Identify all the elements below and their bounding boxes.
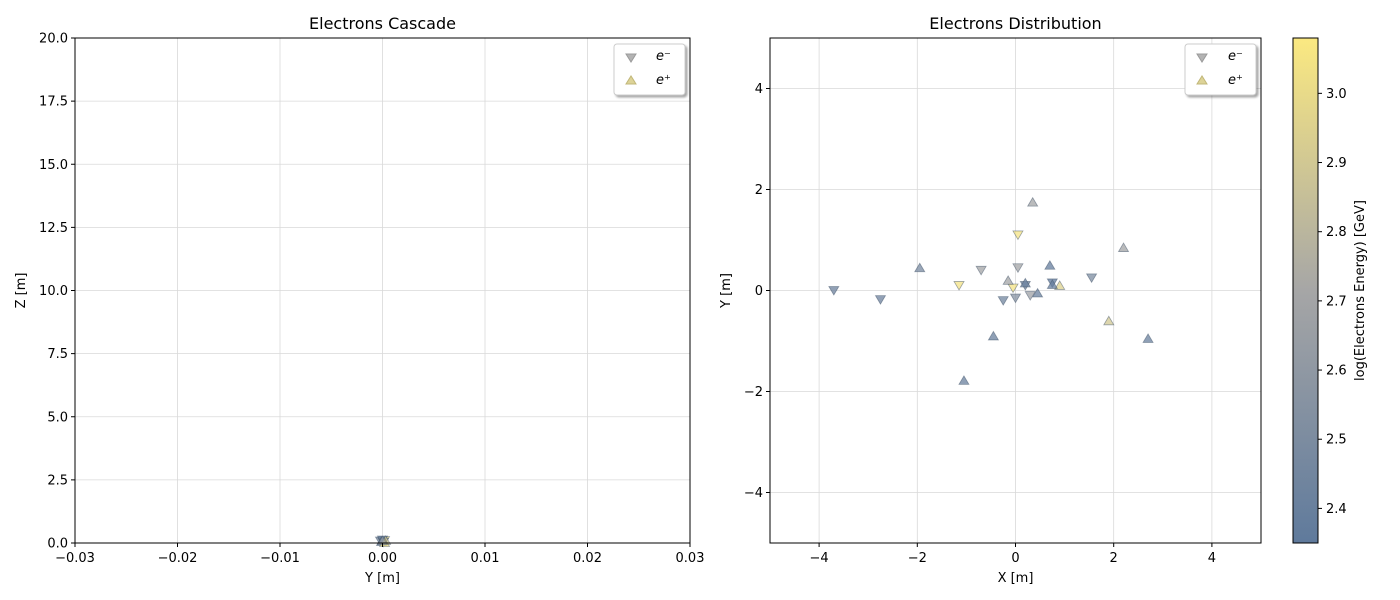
distribution-positron-point xyxy=(1002,275,1014,285)
cascade-y-tick-label: 0.0 xyxy=(47,537,68,552)
distribution-positron-point xyxy=(1031,287,1044,298)
distribution-title: Electrons Distribution xyxy=(929,14,1101,33)
cascade-y-tick-label: 5.0 xyxy=(47,410,68,425)
distribution-legend-positron: e⁺ xyxy=(1228,73,1243,88)
colorbar-tick-label: 2.5 xyxy=(1326,433,1347,448)
distribution-electron-point xyxy=(874,295,887,305)
distribution-chart: Electrons Distribution −4 −2 0 2 4 −4 −2 0 2 4 X … xyxy=(719,14,1368,586)
colorbar-label: log(Electrons Energy) [GeV] xyxy=(1353,200,1368,381)
cascade-y-tick-label: 10.0 xyxy=(39,284,68,299)
colorbar-gradient xyxy=(1292,37,1319,544)
distribution-y-tick-label: 0 xyxy=(755,284,763,299)
distribution-electron-point xyxy=(975,265,987,276)
colorbar-tick-label: 2.4 xyxy=(1326,502,1347,517)
distribution-y-tick-label: −2 xyxy=(744,385,763,400)
cascade-x-tick-label: 0.02 xyxy=(573,551,602,566)
colorbar-tick-label: 2.8 xyxy=(1326,225,1347,240)
triangle-down-icon xyxy=(1196,53,1208,63)
cascade-x-tick-label: −0.03 xyxy=(55,551,95,566)
distribution-x-tick-label: 2 xyxy=(1110,551,1118,566)
triangle-up-icon xyxy=(1196,75,1208,85)
distribution-x-tick-label: 4 xyxy=(1208,551,1216,566)
cascade-legend: e⁻ e⁺ xyxy=(613,43,686,96)
colorbar-tick-label: 2.9 xyxy=(1326,156,1347,171)
cascade-chart: Electrons Cascade −0.03 −0.02 −0.01 0.00 0.0… xyxy=(14,14,704,586)
triangle-down-icon xyxy=(625,53,637,63)
cascade-y-tick-label: 15.0 xyxy=(39,158,68,173)
distribution-electron-point xyxy=(1085,273,1098,284)
cascade-y-tick-label: 12.5 xyxy=(39,221,68,236)
distribution-positron-point xyxy=(1044,259,1056,270)
cascade-x-tick-label: −0.02 xyxy=(158,551,198,566)
distribution-positron-point xyxy=(1026,196,1039,207)
distribution-ylabel: Y [m] xyxy=(719,273,734,309)
distribution-positron-point xyxy=(1103,315,1115,326)
distribution-y-tick-label: −4 xyxy=(744,486,763,501)
distribution-y-tick-label: 4 xyxy=(755,82,763,97)
distribution-positron-point xyxy=(1117,242,1130,252)
distribution-electron-point xyxy=(1024,291,1036,301)
cascade-xlabel: Y [m] xyxy=(364,571,400,586)
cascade-x-tick-label: 0.00 xyxy=(368,551,397,566)
distribution-x-tick-label: −4 xyxy=(810,551,829,566)
cascade-legend-positron: e⁺ xyxy=(656,73,671,88)
distribution-legend-electron: e⁻ xyxy=(1228,49,1243,64)
colorbar: 2.4 2.5 2.6 2.7 2.8 2.9 3.0 log(Electrons Ener… xyxy=(1292,37,1368,544)
distribution-electron-point xyxy=(953,281,965,291)
triangle-up-icon xyxy=(625,75,637,85)
distribution-positron-point xyxy=(914,262,926,273)
cascade-y-tick-label: 7.5 xyxy=(47,347,68,362)
distribution-x-tick-label: −2 xyxy=(908,551,927,566)
cascade-x-tick-label: 0.01 xyxy=(471,551,500,566)
cascade-x-tick-label: −0.01 xyxy=(260,551,300,566)
distribution-y-tick-label: 2 xyxy=(755,183,763,198)
cascade-x-tick-label: 0.03 xyxy=(676,551,705,566)
cascade-y-tick-label: 17.5 xyxy=(39,95,68,110)
distribution-electron-point xyxy=(1009,293,1022,304)
cascade-legend-electron: e⁻ xyxy=(656,49,671,64)
distribution-legend: e⁻ e⁺ xyxy=(1184,43,1257,96)
distribution-positron-point xyxy=(1142,333,1154,343)
cascade-title: Electrons Cascade xyxy=(309,14,456,33)
distribution-positron-point xyxy=(987,330,1000,341)
colorbar-tick-label: 3.0 xyxy=(1326,87,1347,102)
distribution-positron-point xyxy=(1046,279,1059,289)
distribution-electron-point xyxy=(1007,283,1019,294)
distribution-positron-point xyxy=(958,375,970,385)
colorbar-tick-label: 2.6 xyxy=(1326,364,1347,379)
distribution-electron-point xyxy=(997,296,1009,306)
cascade-y-tick-label: 2.5 xyxy=(47,473,68,488)
cascade-ylabel: Z [m] xyxy=(14,273,29,309)
distribution-positron-point xyxy=(1053,280,1066,290)
distribution-electron-point xyxy=(1012,263,1024,274)
colorbar-tick-label: 2.7 xyxy=(1326,294,1347,309)
distribution-xlabel: X [m] xyxy=(998,571,1034,586)
distribution-electron-point xyxy=(1012,230,1024,241)
distribution-positron-point xyxy=(1019,277,1032,288)
distribution-electron-point xyxy=(828,286,840,296)
distribution-x-tick-label: 0 xyxy=(1011,551,1019,566)
cascade-y-tick-label: 20.0 xyxy=(39,32,68,47)
